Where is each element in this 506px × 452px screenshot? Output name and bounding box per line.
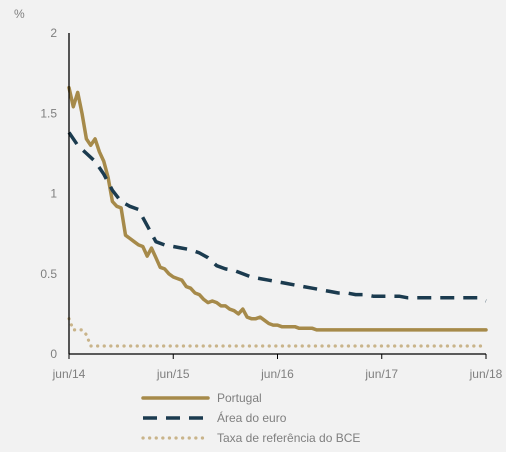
series-layer <box>67 85 488 348</box>
x-tick-label: jun/14 <box>52 367 86 381</box>
x-tick-label: jun/16 <box>260 367 294 381</box>
series-line-3 <box>67 317 488 348</box>
series-line-1 <box>67 85 488 332</box>
axes <box>68 33 486 355</box>
legend: Portugal Área do euro Taxa de referência d… <box>141 391 360 445</box>
y-tick-label: 0 <box>50 347 57 361</box>
legend-label-3: Taxa de referência do BCE <box>217 431 360 445</box>
y-tick-label: 2 <box>50 26 57 40</box>
x-tick-label: jun/15 <box>156 367 190 381</box>
y-tick-label: 0.5 <box>40 267 57 281</box>
legend-label-2: Área do euro <box>217 410 287 425</box>
legend-label-1: Portugal <box>217 391 262 405</box>
x-tick-label: jun/17 <box>364 367 398 381</box>
x-tick-label: jun/18 <box>469 367 503 381</box>
series-line-2 <box>67 131 487 303</box>
y-tick-labels: 0 0.5 1 1.5 2 <box>40 26 57 361</box>
y-tick-label: 1 <box>50 187 57 201</box>
y-tick-label: 1.5 <box>40 106 57 120</box>
x-tick-labels: jun/14 jun/15 jun/16 jun/17 jun/18 <box>52 354 503 381</box>
y-unit-label: % <box>14 7 25 21</box>
